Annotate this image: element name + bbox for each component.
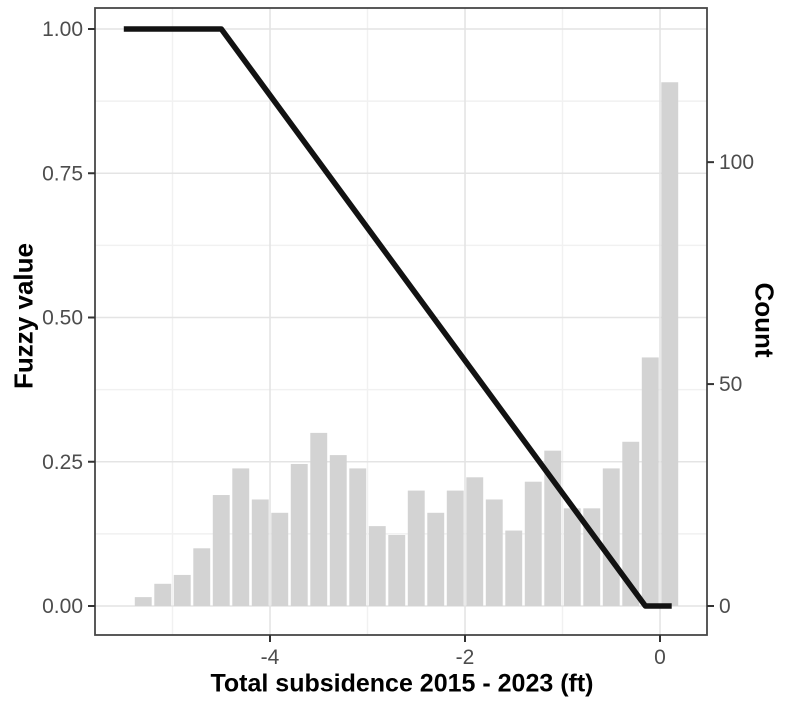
histogram-bar (485, 499, 503, 606)
bottom-axis-tick-label: -2 (456, 646, 475, 669)
histogram-bar (641, 357, 659, 606)
histogram-bar (622, 441, 640, 606)
histogram-bar (232, 468, 250, 606)
histogram-bar (173, 574, 191, 606)
histogram-bar (602, 468, 620, 606)
histogram-bar (427, 512, 445, 606)
left-axis-tick-label: 1.00 (42, 18, 83, 41)
histogram-bar (349, 468, 367, 606)
right-axis-tick-label: 0 (719, 595, 731, 618)
panel-border (94, 7, 708, 636)
histogram-bar (329, 455, 347, 606)
left-axis-tick-label: 0.75 (42, 162, 83, 185)
histogram-bar (466, 477, 484, 606)
histogram-bar (251, 499, 269, 606)
histogram-bar (407, 490, 425, 606)
histogram-bar (310, 432, 328, 606)
fuzzy-membership-line (123, 26, 672, 609)
x-axis-title: Total subsidence 2015 - 2023 (ft) (210, 669, 594, 698)
histogram-bar (134, 597, 152, 606)
histogram-bar (524, 481, 542, 606)
histogram-bar (154, 583, 172, 606)
bottom-axis-tick-label: -4 (261, 646, 280, 669)
bottom-axis-tick-label: 0 (654, 646, 666, 669)
left-axis-title: Fuzzy value (8, 243, 39, 389)
histogram-bar (193, 548, 211, 606)
histogram-bar (505, 530, 523, 606)
histogram-bar (583, 508, 601, 606)
left-axis-tick-label: 0.50 (42, 307, 83, 330)
histogram-bar (212, 495, 230, 606)
right-axis-tick-label: 50 (719, 373, 742, 396)
histogram-bar (563, 508, 581, 606)
right-axis-title: Count (749, 282, 780, 358)
histogram-bar (661, 82, 679, 606)
histogram-bar (368, 526, 386, 606)
histogram-bar (290, 463, 308, 606)
histogram-bar (388, 534, 406, 606)
right-axis-tick-label: 100 (719, 151, 754, 174)
left-axis-tick-label: 0.25 (42, 451, 83, 474)
histogram-bar (271, 512, 289, 606)
histogram-bar (446, 490, 464, 606)
left-axis-tick-label: 0.00 (42, 595, 83, 618)
